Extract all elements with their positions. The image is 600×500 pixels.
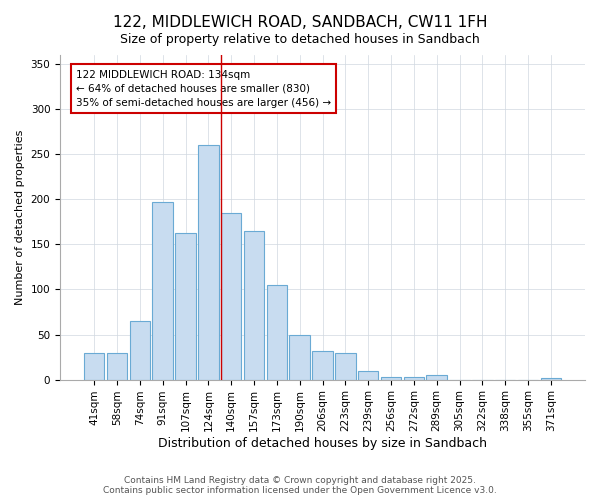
Text: Contains HM Land Registry data © Crown copyright and database right 2025.
Contai: Contains HM Land Registry data © Crown c… [103,476,497,495]
Bar [427,375,447,380]
Bar [175,232,196,380]
Bar [312,350,333,380]
Text: 122, MIDDLEWICH ROAD, SANDBACH, CW11 1FH: 122, MIDDLEWICH ROAD, SANDBACH, CW11 1FH [113,15,487,30]
Text: 122 MIDDLEWICH ROAD: 134sqm
← 64% of detached houses are smaller (830)
35% of se: 122 MIDDLEWICH ROAD: 134sqm ← 64% of det… [76,70,331,108]
Bar [335,352,356,380]
Text: Size of property relative to detached houses in Sandbach: Size of property relative to detached ho… [120,32,480,46]
Bar [130,321,150,380]
Bar [152,202,173,380]
Bar [358,370,379,380]
Bar [541,378,561,380]
X-axis label: Distribution of detached houses by size in Sandbach: Distribution of detached houses by size … [158,437,487,450]
Bar [266,285,287,380]
Bar [198,145,218,380]
Y-axis label: Number of detached properties: Number of detached properties [15,130,25,305]
Bar [381,377,401,380]
Bar [221,213,241,380]
Bar [289,334,310,380]
Bar [404,377,424,380]
Bar [84,352,104,380]
Bar [107,352,127,380]
Bar [244,231,264,380]
